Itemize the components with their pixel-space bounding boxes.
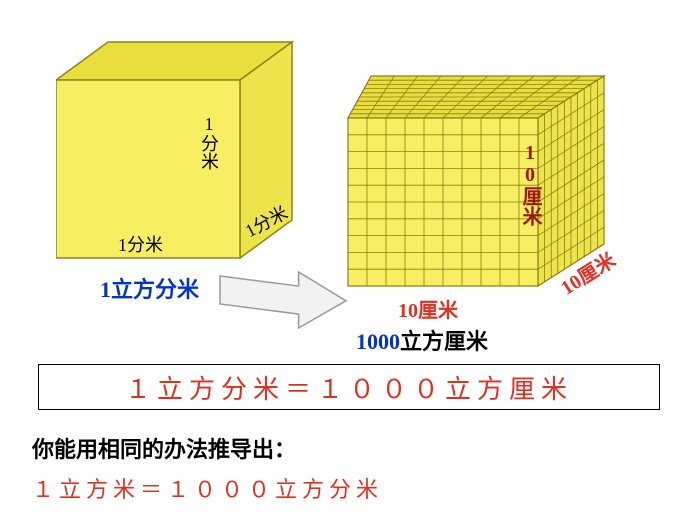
- right-caption-unit: 立方厘米: [400, 329, 488, 354]
- answer-line: １立方米＝１０００立方分米: [32, 472, 383, 504]
- left-cube: 1分米 1分米 1分米: [56, 28, 316, 288]
- right-cube-bottom-label: 10厘米: [398, 294, 458, 323]
- ans-rhs: １０００立方分米: [167, 477, 383, 502]
- eq-sign: ＝: [285, 369, 317, 406]
- left-cube-svg: [56, 28, 316, 288]
- eq-rhs: １０００立方厘米: [317, 369, 573, 406]
- equation-box: １立方分米 ＝ １０００立方厘米: [38, 364, 660, 410]
- eq-lhs: １立方分米: [125, 369, 285, 406]
- question-text: 你能用相同的办法推导出：: [32, 432, 296, 464]
- right-cube-svg: [336, 62, 646, 322]
- right-cube-caption: 1000立方厘米: [356, 324, 488, 356]
- left-cube-caption: 1立方分米: [100, 272, 199, 304]
- left-cube-height-label: 1分米: [196, 114, 222, 170]
- right-cube-height-label: 10厘米: [516, 142, 545, 226]
- arrow-icon: [218, 270, 348, 330]
- ans-eq: ＝: [140, 477, 167, 502]
- left-cube-bottom-label: 1分米: [118, 231, 163, 257]
- ans-lhs: １立方米: [32, 477, 140, 502]
- diagram-stage: 1分米 1分米 1分米 1立方分米 10厘米 10厘米 10厘米 1000立方厘…: [0, 0, 700, 527]
- right-caption-number: 1000: [356, 329, 400, 354]
- right-cube: 10厘米 10厘米: [336, 62, 646, 322]
